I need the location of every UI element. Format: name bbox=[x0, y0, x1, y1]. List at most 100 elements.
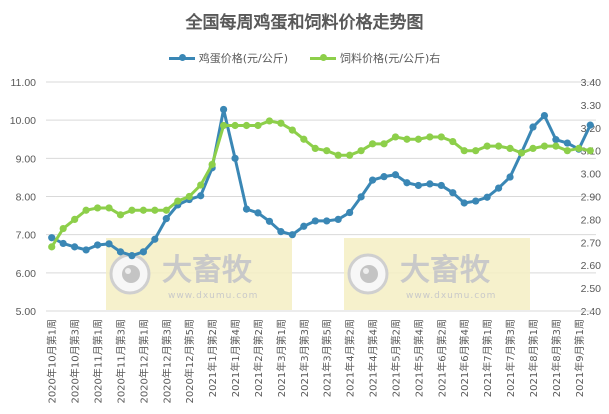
data-point bbox=[71, 215, 79, 223]
data-point bbox=[403, 179, 411, 187]
data-point bbox=[460, 199, 468, 207]
data-point bbox=[311, 144, 319, 153]
x-axis-tick: 2020年12月第5周 bbox=[183, 319, 196, 404]
right-axis-tick: 2.40 bbox=[581, 306, 602, 318]
data-point bbox=[231, 154, 239, 162]
data-point bbox=[506, 173, 514, 181]
x-axis-tick: 2021年3月第5周 bbox=[321, 319, 334, 397]
x-axis-tick: 2021年3月第3周 bbox=[298, 319, 311, 397]
x-axis-tick: 2021年2月第2周 bbox=[252, 319, 265, 397]
chart-title: 全国每周鸡蛋和饲料价格走势图 bbox=[185, 13, 424, 33]
data-point bbox=[414, 181, 422, 190]
data-point bbox=[357, 193, 365, 201]
feed-price-series bbox=[48, 117, 594, 251]
data-point bbox=[197, 181, 205, 189]
data-point bbox=[529, 123, 537, 131]
watermark-url: www.dxumu.com bbox=[406, 291, 496, 301]
data-point bbox=[334, 151, 342, 159]
data-point bbox=[151, 235, 159, 243]
watermark-url: www.dxumu.com bbox=[168, 291, 258, 301]
data-point bbox=[93, 241, 102, 249]
x-axis-tick: 2021年5月第4周 bbox=[412, 319, 425, 397]
data-point bbox=[93, 204, 102, 212]
x-axis-tick: 2021年4月第4周 bbox=[367, 319, 380, 397]
watermark-brand: 大畜牧 bbox=[400, 253, 491, 288]
data-point bbox=[552, 136, 560, 144]
data-point bbox=[586, 147, 594, 155]
left-axis-tick: 8.00 bbox=[16, 192, 37, 204]
data-point bbox=[59, 224, 67, 233]
left-axis-tick: 9.00 bbox=[16, 153, 37, 165]
legend-label-egg: 鸡蛋价格(元/公斤) bbox=[198, 52, 288, 65]
x-axis-tick: 2021年4月第2周 bbox=[344, 319, 357, 397]
x-axis-tick: 2021年8月第3周 bbox=[550, 319, 563, 397]
data-point bbox=[575, 144, 583, 153]
data-point bbox=[151, 206, 159, 214]
chart-legend: 鸡蛋价格(元/公斤) 饲料价格(元/公斤)右 bbox=[0, 50, 609, 66]
right-axis-tick: 3.30 bbox=[581, 100, 602, 112]
watermark: 大畜牧 www.dxumu.com bbox=[344, 238, 530, 310]
x-axis-tick: 2020年11月第1周 bbox=[92, 319, 105, 404]
data-point bbox=[368, 176, 377, 184]
data-point bbox=[231, 121, 239, 130]
data-point bbox=[426, 133, 434, 141]
data-point bbox=[197, 192, 205, 200]
left-axis-tick: 7.00 bbox=[16, 230, 37, 242]
data-point bbox=[277, 119, 285, 127]
data-point bbox=[242, 121, 251, 130]
watermark: 大畜牧 www.dxumu.com bbox=[106, 238, 292, 310]
data-point bbox=[323, 147, 331, 155]
feed-line-marker-icon bbox=[310, 54, 336, 61]
x-axis-tick: 2020年12月第1周 bbox=[137, 319, 150, 404]
x-axis-tick: 2021年6月第2周 bbox=[435, 319, 448, 397]
left-axis-tick: 6.00 bbox=[16, 268, 37, 280]
data-point bbox=[220, 105, 228, 114]
x-axis-tick: 2020年11月第3周 bbox=[114, 319, 127, 404]
data-point bbox=[254, 121, 262, 130]
data-point bbox=[426, 180, 434, 188]
data-point bbox=[368, 140, 377, 148]
data-point bbox=[517, 149, 526, 157]
data-point bbox=[380, 140, 388, 148]
right-axis-tick: 2.80 bbox=[581, 214, 602, 226]
x-axis-tick: 2021年1月第4周 bbox=[229, 319, 242, 397]
data-point bbox=[300, 222, 308, 230]
data-point bbox=[116, 248, 125, 256]
x-axis-tick: 2021年3月第1周 bbox=[275, 319, 288, 397]
left-axis-tick: 5.00 bbox=[16, 306, 37, 318]
data-point bbox=[277, 228, 285, 236]
watermark-brand: 大畜牧 bbox=[162, 253, 253, 288]
data-point bbox=[208, 160, 216, 169]
data-point bbox=[483, 142, 491, 150]
data-point bbox=[139, 206, 147, 214]
data-point bbox=[82, 246, 90, 254]
data-point bbox=[391, 171, 400, 179]
data-point bbox=[220, 121, 228, 130]
data-point bbox=[380, 173, 388, 181]
gridlines bbox=[46, 81, 596, 312]
data-point bbox=[334, 215, 342, 223]
data-point bbox=[495, 142, 503, 150]
legend-item-egg: 鸡蛋价格(元/公斤) bbox=[168, 50, 288, 66]
data-point bbox=[311, 217, 319, 225]
data-point bbox=[185, 192, 193, 201]
egg-line-marker-icon bbox=[168, 54, 195, 61]
data-point bbox=[162, 206, 170, 214]
x-axis-tick: 2021年7月第3周 bbox=[504, 319, 517, 397]
data-point bbox=[495, 184, 503, 192]
data-point bbox=[437, 133, 445, 141]
data-point bbox=[265, 117, 274, 125]
data-point bbox=[128, 206, 136, 214]
data-point bbox=[82, 206, 90, 214]
data-point bbox=[105, 240, 113, 248]
data-point bbox=[460, 147, 468, 155]
data-point bbox=[540, 111, 549, 120]
right-axis-tick: 2.50 bbox=[581, 283, 602, 295]
data-point bbox=[563, 139, 571, 147]
data-point bbox=[346, 151, 354, 159]
data-point bbox=[162, 215, 170, 223]
data-point bbox=[59, 239, 67, 248]
right-axis-tick: 2.90 bbox=[581, 192, 602, 204]
x-axis-tick: 2021年6月第4周 bbox=[458, 319, 471, 397]
